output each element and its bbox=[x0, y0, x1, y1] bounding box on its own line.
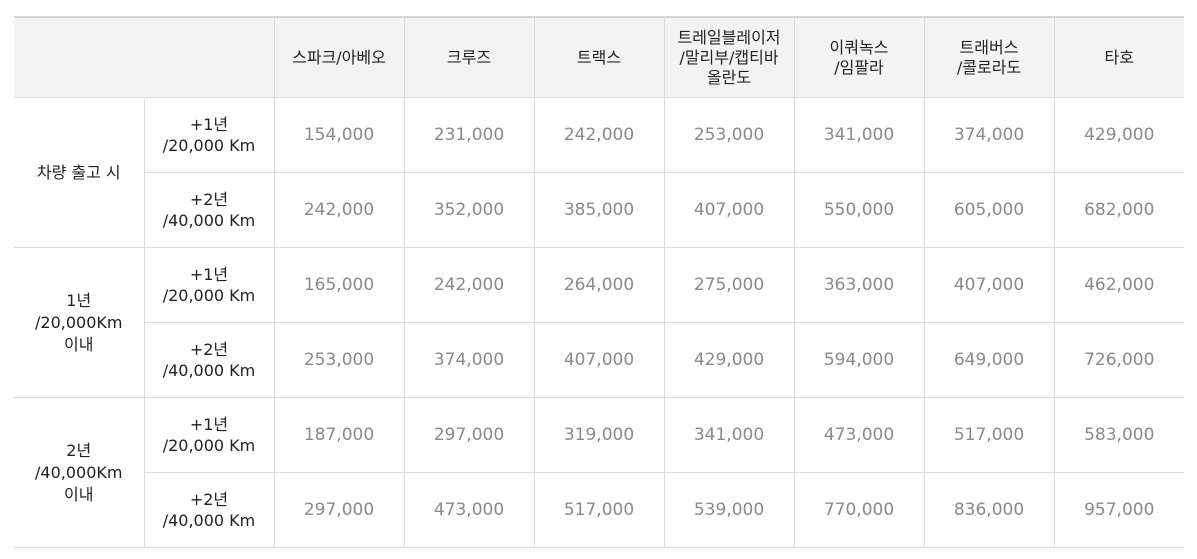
price-cell: 242,000 bbox=[273, 172, 405, 248]
price-cell: 253,000 bbox=[273, 322, 405, 398]
price-cell: 231,000 bbox=[403, 97, 535, 173]
header-model-cell: 타호 bbox=[1053, 16, 1184, 98]
price-cell: 407,000 bbox=[533, 322, 665, 398]
price-cell: 539,000 bbox=[663, 472, 795, 548]
price-cell: 605,000 bbox=[923, 172, 1055, 248]
table-row: 2년 /40,000Km 이내 +1년 /20,000 Km 187,000 2… bbox=[14, 397, 1184, 548]
price-cell: 429,000 bbox=[1053, 97, 1184, 173]
price-cell: 550,000 bbox=[793, 172, 925, 248]
price-cell: 297,000 bbox=[403, 397, 535, 473]
group-label-cell: 2년 /40,000Km 이내 bbox=[14, 397, 145, 548]
price-cell: 770,000 bbox=[793, 472, 925, 548]
table-row: 차량 출고 시 +1년 /20,000 Km 154,000 231,000 2… bbox=[14, 97, 1184, 248]
table-row: +2년 /40,000 Km 242,000 352,000 385,000 4… bbox=[14, 172, 1184, 248]
price-cell: 319,000 bbox=[533, 397, 665, 473]
price-cell: 374,000 bbox=[923, 97, 1055, 173]
price-cell: 352,000 bbox=[403, 172, 535, 248]
table-row: 1년 /20,000Km 이내 +1년 /20,000 Km 165,000 2… bbox=[14, 247, 1184, 398]
header-model-cell: 트레일블레이저 /말리부/캡티바 올란도 bbox=[663, 16, 795, 98]
price-cell: 462,000 bbox=[1053, 247, 1184, 323]
price-cell: 242,000 bbox=[403, 247, 535, 323]
option-label-cell: +1년 /20,000 Km bbox=[143, 97, 275, 173]
price-cell: 341,000 bbox=[663, 397, 795, 473]
price-cell: 165,000 bbox=[273, 247, 405, 323]
price-cell: 363,000 bbox=[793, 247, 925, 323]
price-cell: 517,000 bbox=[533, 472, 665, 548]
price-cell: 594,000 bbox=[793, 322, 925, 398]
price-cell: 429,000 bbox=[663, 322, 795, 398]
price-cell: 473,000 bbox=[403, 472, 535, 548]
header-model-cell: 크루즈 bbox=[403, 16, 535, 98]
price-cell: 957,000 bbox=[1053, 472, 1184, 548]
header-empty-cell bbox=[14, 16, 275, 98]
price-cell: 275,000 bbox=[663, 247, 795, 323]
header-model-cell: 트래버스 /콜로라도 bbox=[923, 16, 1055, 98]
price-cell: 583,000 bbox=[1053, 397, 1184, 473]
option-label-cell: +1년 /20,000 Km bbox=[143, 247, 275, 323]
table-row: +2년 /40,000 Km 297,000 473,000 517,000 5… bbox=[14, 472, 1184, 548]
warranty-price-table: 스파크/아베오 크루즈 트랙스 트레일블레이저 /말리부/캡티바 올란도 이쿼녹… bbox=[14, 16, 1184, 548]
price-cell: 682,000 bbox=[1053, 172, 1184, 248]
price-cell: 264,000 bbox=[533, 247, 665, 323]
price-cell: 253,000 bbox=[663, 97, 795, 173]
price-cell: 836,000 bbox=[923, 472, 1055, 548]
price-cell: 407,000 bbox=[663, 172, 795, 248]
price-cell: 297,000 bbox=[273, 472, 405, 548]
price-cell: 374,000 bbox=[403, 322, 535, 398]
price-cell: 407,000 bbox=[923, 247, 1055, 323]
price-table-container: 스파크/아베오 크루즈 트랙스 트레일블레이저 /말리부/캡티바 올란도 이쿼녹… bbox=[14, 16, 1184, 548]
price-cell: 242,000 bbox=[533, 97, 665, 173]
table-row: +2년 /40,000 Km 253,000 374,000 407,000 4… bbox=[14, 322, 1184, 398]
header-row: 스파크/아베오 크루즈 트랙스 트레일블레이저 /말리부/캡티바 올란도 이쿼녹… bbox=[14, 16, 1184, 98]
price-cell: 341,000 bbox=[793, 97, 925, 173]
option-label-cell: +1년 /20,000 Km bbox=[143, 397, 275, 473]
price-cell: 473,000 bbox=[793, 397, 925, 473]
group-label-cell: 차량 출고 시 bbox=[14, 97, 145, 248]
price-cell: 649,000 bbox=[923, 322, 1055, 398]
price-cell: 154,000 bbox=[273, 97, 405, 173]
option-label-cell: +2년 /40,000 Km bbox=[143, 322, 275, 398]
option-label-cell: +2년 /40,000 Km bbox=[143, 472, 275, 548]
group-label-cell: 1년 /20,000Km 이내 bbox=[14, 247, 145, 398]
price-cell: 385,000 bbox=[533, 172, 665, 248]
price-cell: 187,000 bbox=[273, 397, 405, 473]
header-model-cell: 트랙스 bbox=[533, 16, 665, 98]
header-model-cell: 이쿼녹스 /임팔라 bbox=[793, 16, 925, 98]
header-model-cell: 스파크/아베오 bbox=[273, 16, 405, 98]
price-cell: 517,000 bbox=[923, 397, 1055, 473]
option-label-cell: +2년 /40,000 Km bbox=[143, 172, 275, 248]
price-cell: 726,000 bbox=[1053, 322, 1184, 398]
